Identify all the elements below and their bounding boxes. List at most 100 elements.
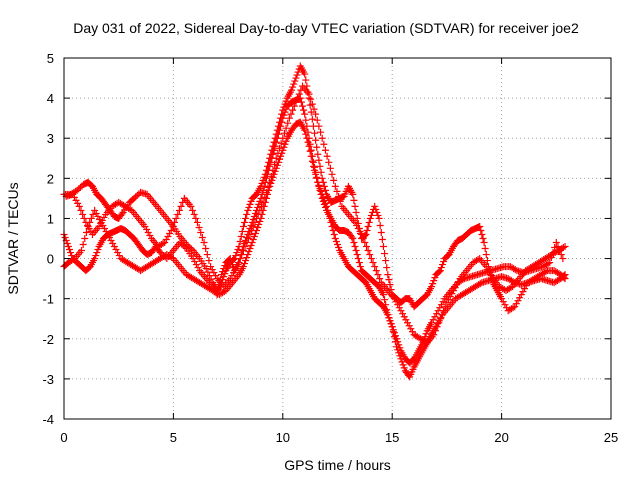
data-point — [69, 190, 77, 198]
data-point — [542, 268, 550, 276]
data-point — [304, 138, 312, 146]
data-point — [267, 179, 275, 187]
data-point — [436, 304, 444, 312]
data-point — [320, 196, 328, 204]
data-point — [430, 277, 438, 285]
data-point — [93, 249, 101, 257]
data-point — [91, 255, 99, 263]
data-point — [238, 251, 246, 259]
data-point — [244, 235, 252, 242]
data-point — [175, 206, 183, 214]
data-point — [276, 155, 284, 163]
data-point — [350, 196, 358, 204]
data-point — [394, 301, 402, 309]
data-point — [85, 224, 93, 232]
data-point — [241, 243, 249, 251]
data-point — [233, 263, 241, 271]
data-point — [437, 264, 445, 272]
data-point — [557, 251, 565, 259]
data-point — [390, 295, 398, 303]
data-point — [498, 295, 506, 303]
data-point — [73, 186, 81, 194]
data-point — [377, 228, 385, 236]
data-point — [269, 173, 277, 181]
data-point — [236, 238, 244, 246]
data-point — [404, 319, 412, 327]
data-point — [388, 323, 396, 331]
data-point — [481, 245, 489, 253]
data-point — [92, 252, 100, 260]
data-point — [516, 294, 524, 302]
data-point — [379, 291, 387, 299]
data-point — [251, 229, 259, 237]
data-point — [242, 214, 250, 222]
data-point — [317, 128, 325, 136]
data-point — [366, 251, 374, 259]
data-point — [247, 242, 255, 250]
data-point — [61, 233, 69, 241]
data-point — [336, 197, 344, 205]
data-point — [172, 214, 180, 222]
data-point — [79, 241, 87, 249]
data-point — [480, 239, 488, 247]
data-point — [276, 126, 284, 134]
data-point — [80, 214, 88, 222]
data-point — [486, 269, 494, 277]
data-point — [269, 166, 277, 174]
data-point — [169, 222, 177, 230]
data-point — [398, 358, 406, 366]
data-point — [202, 245, 210, 253]
x-tick-label: 10 — [276, 430, 290, 445]
x-tick-label: 20 — [494, 430, 508, 445]
data-point — [282, 105, 290, 113]
data-point — [82, 218, 90, 226]
data-point — [192, 261, 200, 269]
data-point — [316, 184, 324, 192]
data-point — [261, 193, 269, 201]
data-point — [202, 265, 210, 273]
data-point — [433, 310, 441, 318]
data-point — [72, 196, 80, 204]
data-point — [407, 325, 415, 333]
data-point — [94, 212, 102, 220]
data-point — [193, 218, 201, 226]
data-point — [330, 176, 338, 184]
data-point — [189, 255, 197, 263]
data-point — [436, 267, 444, 275]
data-point — [92, 209, 100, 217]
data-point — [176, 239, 184, 247]
data-point — [76, 183, 84, 191]
y-tick-label: -1 — [42, 292, 54, 307]
data-point — [334, 241, 341, 249]
data-point — [110, 243, 118, 251]
data-point — [335, 244, 343, 252]
data-point — [314, 178, 322, 186]
data-point — [454, 278, 462, 286]
data-point — [234, 259, 242, 267]
data-point — [290, 80, 298, 88]
data-point — [385, 276, 393, 284]
data-point — [239, 263, 247, 271]
data-point — [177, 202, 185, 210]
data-point — [354, 224, 362, 232]
data-point — [379, 243, 387, 251]
data-point — [332, 238, 340, 246]
data-point — [431, 313, 439, 321]
data-point — [440, 307, 448, 315]
y-tick-label: 0 — [47, 252, 54, 267]
data-point — [233, 249, 241, 257]
data-point — [552, 239, 560, 247]
data-point — [277, 139, 285, 147]
data-point — [307, 146, 315, 154]
data-point — [326, 214, 334, 222]
data-point — [192, 214, 200, 222]
data-point — [405, 322, 413, 330]
data-point — [75, 202, 83, 210]
data-point — [281, 140, 289, 148]
data-point — [289, 106, 297, 114]
data-point — [285, 114, 293, 122]
data-point — [207, 263, 215, 271]
data-point — [318, 134, 326, 142]
data-point — [91, 206, 99, 214]
data-point — [514, 297, 522, 305]
